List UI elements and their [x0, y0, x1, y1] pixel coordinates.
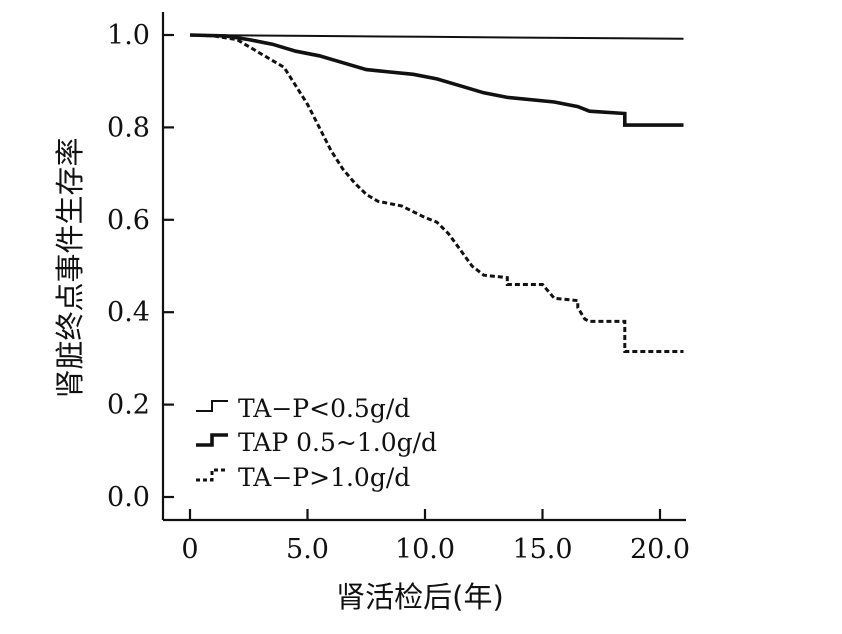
y-tick-label: 0.8: [107, 112, 150, 143]
x-axis-title: 肾活检后(年): [336, 580, 504, 614]
x-ticks: 0 5.0 10.0 15.0 20.0: [181, 509, 690, 565]
x-tick-label: 0: [181, 534, 198, 565]
x-tick-label: 10.0: [395, 534, 455, 565]
y-tick-label: 0.0: [107, 482, 150, 513]
y-tick-label: 0.2: [107, 390, 150, 421]
legend-symbol-1: [196, 400, 228, 412]
series-lines: [189, 33, 684, 353]
x-tick-label: 20.0: [630, 534, 690, 565]
y-tick-label: 1.0: [107, 20, 150, 51]
y-axis-title: 肾脏终点事件生存率: [53, 137, 87, 398]
series-line-1: [189, 34, 684, 40]
legend-symbol-3: [196, 468, 228, 482]
legend-label-3: TA−P>1.0g/d: [238, 463, 410, 492]
y-tick-label: 0.4: [107, 297, 150, 328]
legend-label-1: TA−P<0.5g/d: [238, 394, 410, 423]
y-tick-label: 0.6: [107, 205, 150, 236]
legend-label-2: TAP 0.5~1.0g/d: [238, 428, 437, 457]
series-line-2: [189, 33, 684, 127]
x-tick-label: 15.0: [512, 534, 572, 565]
y-ticks: 0.0 0.2 0.4 0.6 0.8 1.0: [107, 20, 174, 513]
legend-symbol-2: [196, 433, 228, 447]
series-line-3: [189, 33, 684, 353]
x-tick-label: 5.0: [286, 534, 329, 565]
legend: TA−P<0.5g/d TAP 0.5~1.0g/d TA−P>1.0g/d: [196, 394, 437, 492]
